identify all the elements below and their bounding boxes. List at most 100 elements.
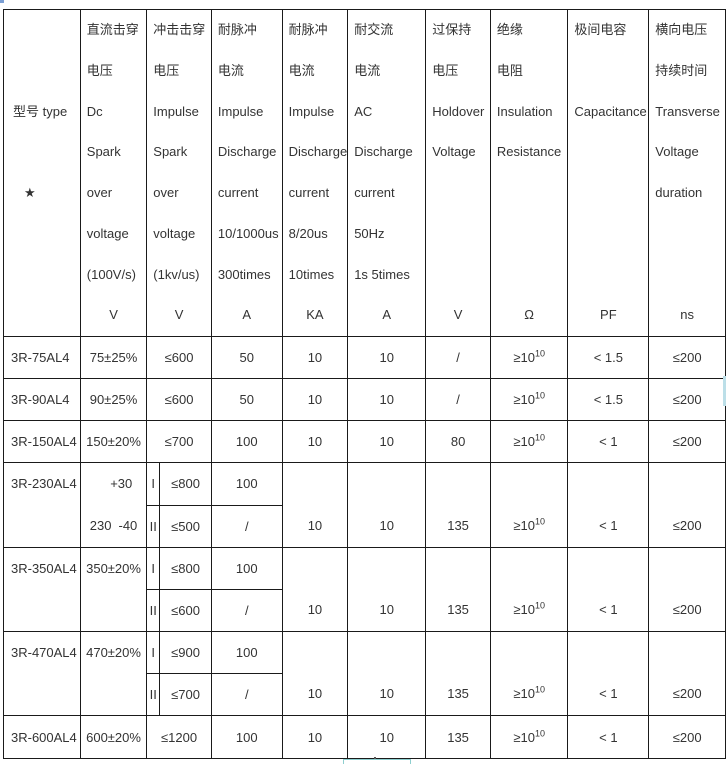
header-line: 电流 xyxy=(354,62,381,78)
cell-holdover: / xyxy=(425,336,491,379)
header-line: Transverse xyxy=(655,103,720,119)
header-line xyxy=(491,214,568,255)
cell-insulation: ≥1010 xyxy=(489,631,569,716)
insulation-value: ≥10 xyxy=(513,686,535,701)
cell-text: 10 xyxy=(307,602,323,617)
header-line: Impulse xyxy=(217,103,264,119)
insulation-exponent: 10 xyxy=(534,432,545,443)
cell-text: 10 xyxy=(307,518,323,533)
header-line: Impulse xyxy=(288,103,335,119)
insulation-value: ≥10 xyxy=(513,518,535,533)
cell-text: ≤200 xyxy=(672,518,702,533)
cell-transverse: ≤200 xyxy=(648,378,726,421)
cell-model: 3R-230AL4 xyxy=(3,462,81,548)
cell-capacitance: < 1 xyxy=(567,547,650,632)
cell-dc-voltage-tolerance: +30 230 -40 xyxy=(79,462,148,548)
cell-text: 3R-470AL4 xyxy=(11,645,77,660)
header-line: V xyxy=(174,307,184,323)
selection-fragment-top-left xyxy=(0,0,4,3)
cell-discharge-current: 50 xyxy=(210,336,283,379)
header-line: A xyxy=(382,307,392,323)
header-line xyxy=(568,51,648,92)
cell-holdover: 80 xyxy=(425,420,491,463)
cell-class-label: I xyxy=(146,547,161,590)
cell-model: 3R-600AL4 xyxy=(3,715,81,759)
cell-insulation: ≥1010 xyxy=(489,547,569,632)
cell-text: < 1 xyxy=(599,518,618,533)
header-cell-model: 型号 type ★ xyxy=(3,9,81,337)
cell-impulse-ka: 10 xyxy=(281,336,349,379)
header-line: 横向电压 xyxy=(655,22,708,37)
cell-impulse-ka: 10 xyxy=(281,547,349,632)
cell-ac-current: 10 xyxy=(347,547,427,632)
cell-class-label: I xyxy=(146,462,161,506)
header-line xyxy=(568,132,648,173)
header-line xyxy=(491,173,568,214)
cell-impulse-voltage: ≤1200 xyxy=(146,715,212,759)
header-line: Discharge xyxy=(288,144,348,160)
cell-transverse: ≤200 xyxy=(648,420,726,463)
cell-model: 3R-150AL4 xyxy=(3,420,81,463)
cell-text: 3R-350AL4 xyxy=(11,561,77,576)
header-line: PF xyxy=(600,307,617,323)
table-row: 3R-150AL4 150±20% ≤700 100 10 10 80 ≥101… xyxy=(3,420,726,463)
cell-ac-current: 10 xyxy=(347,631,427,716)
cell-discharge-current: / xyxy=(210,589,283,632)
cell-impulse-voltage: ≤900 xyxy=(159,631,212,674)
header-line xyxy=(4,295,80,336)
cell-impulse-ka: 10 xyxy=(281,420,349,463)
cell-text: 135 xyxy=(447,602,469,617)
cell-model: 3R-75AL4 xyxy=(3,336,81,379)
header-line: (100V/s) xyxy=(86,266,136,282)
header-line xyxy=(4,51,80,92)
header-line: Insulation xyxy=(496,103,553,119)
header-line: 直流击穿 xyxy=(86,22,139,37)
insulation-value: ≥10 xyxy=(513,602,535,617)
header-line: 冲击击穿 xyxy=(153,22,206,37)
header-cell-ac-discharge: 耐交流 电流 AC Discharge current 50Hz 1s 5times A xyxy=(347,9,427,337)
header-line: Discharge xyxy=(354,144,413,160)
header-line: current xyxy=(217,185,259,200)
cell-holdover: 135 xyxy=(425,715,491,759)
header-line: (1kv/us) xyxy=(153,266,200,282)
cell-text: ≥1010 xyxy=(491,589,568,631)
header-line: Resistance xyxy=(496,144,562,160)
insulation-value: ≥10 xyxy=(513,350,535,365)
header-line xyxy=(568,255,648,296)
header-cell-insulation: 绝缘 电阻 Insulation Resistance Ω xyxy=(489,9,569,337)
cell-dc-voltage: 470±20% xyxy=(79,631,148,716)
cell-class-label: I xyxy=(146,631,161,674)
header-line: current xyxy=(288,185,330,200)
header-line xyxy=(426,214,490,255)
cell-ac-current: 10 xyxy=(347,420,427,463)
insulation-value: ≥10 xyxy=(513,729,535,745)
header-line xyxy=(426,255,490,296)
cell-text: 10 xyxy=(379,686,394,701)
header-line: Dc xyxy=(86,103,103,119)
cell-discharge-current: 100 xyxy=(210,715,283,759)
cell-capacitance: < 1 xyxy=(567,462,650,548)
cell-text: 10 xyxy=(307,686,323,701)
header-line: voltage xyxy=(153,225,196,241)
cell-dc-voltage: 350±20% xyxy=(79,547,148,632)
header-line xyxy=(491,255,568,296)
header-line: Holdover xyxy=(432,103,485,119)
dc-plus-tolerance: +30 xyxy=(110,476,133,491)
cell-impulse-ka: 10 xyxy=(281,378,349,421)
cell-model: 3R-470AL4 xyxy=(3,631,81,716)
cell-holdover: 135 xyxy=(425,547,491,632)
table-row: 3R-350AL4 350±20% I ≤800 100 10 10 135 ≥… xyxy=(3,547,726,632)
header-line: V xyxy=(109,307,118,323)
cell-dc-voltage: 150±20% xyxy=(79,420,148,463)
header-cell-impulse-spark: 冲击击穿 电压 Impulse Spark over voltage (1kv/us) V xyxy=(146,9,212,337)
header-line: ★ xyxy=(24,185,36,200)
header-line xyxy=(568,173,648,214)
table-row: 3R-600AL4 600±20% ≤1200 100 10 10 135 ≥1… xyxy=(3,715,726,759)
insulation-exponent: 10 xyxy=(534,348,545,359)
selection-handle-tick xyxy=(374,757,376,759)
cell-impulse-ka: 10 xyxy=(281,631,349,716)
header-line xyxy=(4,214,80,255)
insulation-exponent: 10 xyxy=(534,516,545,527)
header-cell-impulse-discharge-820: 耐脉冲 电流 Impulse Discharge current 8/20us 10time… xyxy=(281,9,349,337)
header-line: AC xyxy=(354,103,373,119)
